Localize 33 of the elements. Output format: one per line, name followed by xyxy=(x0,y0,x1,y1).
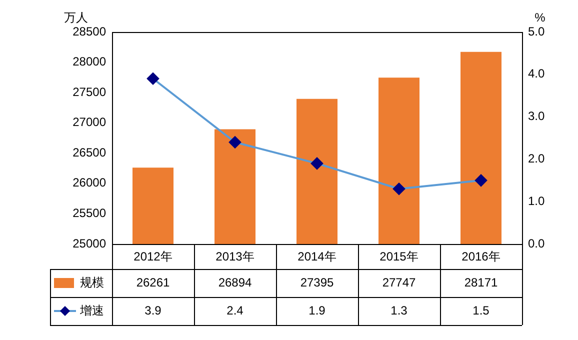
data-label: 3.9 xyxy=(144,303,162,318)
x-tick-label: 2012年 xyxy=(134,250,172,264)
y-tick-label: 27000 xyxy=(72,115,106,130)
y2-tick-label: 4.0 xyxy=(528,66,546,81)
data-label: 2.4 xyxy=(226,303,244,318)
y-tick-label: 28500 xyxy=(72,24,106,38)
legend-label: 增速 xyxy=(79,303,104,318)
legend-label: 规模 xyxy=(80,275,104,290)
data-label: 27747 xyxy=(382,275,416,290)
x-tick-label: 2015年 xyxy=(380,250,418,264)
y2-tick-label: 3.0 xyxy=(528,109,546,124)
data-label: 1.5 xyxy=(472,303,490,318)
y-tick-label: 26000 xyxy=(72,176,106,190)
data-label: 1.9 xyxy=(308,303,326,318)
y-tick-label: 25000 xyxy=(72,236,106,250)
data-label: 28171 xyxy=(464,275,498,290)
data-label: 27395 xyxy=(300,275,334,290)
y2-axis-title: % xyxy=(534,10,546,24)
x-tick-label: 2014年 xyxy=(298,250,336,264)
x-tick-label: 2013年 xyxy=(216,250,254,264)
y-tick-label: 28000 xyxy=(72,54,106,69)
y-axis-title: 万人 xyxy=(64,10,88,24)
data-label: 26261 xyxy=(136,275,170,290)
y2-tick-label: 0.0 xyxy=(528,236,546,250)
data-label: 1.3 xyxy=(390,303,408,318)
y-tick-label: 27500 xyxy=(72,84,106,99)
x-tick-label: 2016年 xyxy=(462,250,500,264)
y2-tick-label: 2.0 xyxy=(528,152,546,166)
y2-tick-label: 5.0 xyxy=(528,24,546,38)
data-label: 26894 xyxy=(218,275,252,290)
y2-tick-label: 1.0 xyxy=(528,194,546,208)
y-tick-label: 26500 xyxy=(72,145,106,160)
y-tick-label: 25500 xyxy=(72,206,106,220)
